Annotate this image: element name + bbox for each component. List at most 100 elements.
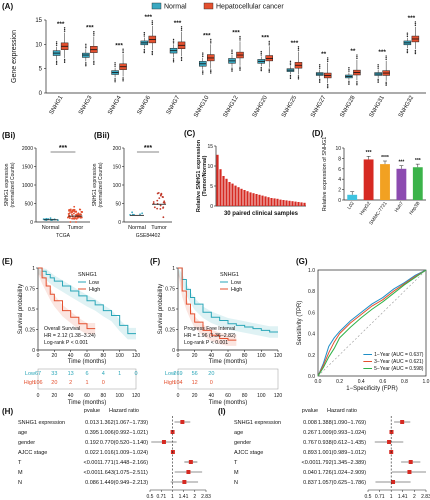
outlier-point <box>377 81 379 83</box>
outlier-point <box>93 63 95 65</box>
x-tick-label: Normal <box>128 225 146 231</box>
outlier-point <box>356 57 358 60</box>
scatter-point <box>80 211 83 213</box>
p-value: 0.013 <box>85 420 99 426</box>
y-tick-label: 10 <box>335 146 341 152</box>
row-label: SNHG1 expression <box>234 420 281 426</box>
x-tick-label: SNHG32 <box>398 94 416 118</box>
panel-label-f: (F) <box>150 257 161 266</box>
legend-label: 3−Year (AUC = 0.621) <box>374 359 424 365</box>
outlier-point <box>326 86 329 89</box>
outlier-point <box>151 53 154 56</box>
x-axis-label: Time (months) <box>68 359 106 365</box>
y-tick-label: 200 <box>113 146 122 152</box>
risk-table-value: 0 <box>134 371 137 377</box>
outlier-point <box>114 63 116 66</box>
scatter-point <box>80 216 83 219</box>
outlier-point <box>63 30 66 32</box>
x-tick-label: 60 <box>225 393 231 399</box>
scatter-point <box>139 213 141 216</box>
y-tick-label: 0.8 <box>308 289 315 295</box>
bar <box>240 188 243 206</box>
outlier-point <box>385 57 387 59</box>
outlier-point <box>63 58 66 61</box>
legend-title: SNHG1 <box>78 272 97 278</box>
legend-label-high: High <box>231 287 242 293</box>
scatter-point <box>72 212 75 215</box>
x-tick-label: 1.0 <box>423 379 430 385</box>
x-tick-label: 20 <box>192 393 198 399</box>
outlier-point <box>114 79 116 82</box>
x-tick-label: SNHG4 <box>107 94 123 115</box>
panel-label-g: (G) <box>296 257 308 266</box>
outlier-point <box>210 69 212 71</box>
legend-swatch-normal <box>151 2 162 10</box>
hazard-ratio-text: 1.016(1.009−1.024) <box>100 450 148 456</box>
panel-label-d: (D) <box>312 129 323 138</box>
significance-label: *** <box>232 30 240 37</box>
outlier-point <box>289 76 292 78</box>
y-tick-label: 0 <box>39 91 43 97</box>
outlier-point <box>348 82 350 84</box>
x-tick-label: 2 <box>193 494 196 500</box>
panel-bii: (Bii) 0 50 100 150 200 SNHG1 expression (normal… <box>92 131 172 239</box>
row-label: M <box>234 470 239 476</box>
risk-table-value: 13 <box>68 371 74 377</box>
bar <box>243 190 246 206</box>
plot-frame <box>317 269 427 377</box>
outlier-point <box>377 80 379 82</box>
outlier-point <box>414 51 417 53</box>
outlier-point <box>268 42 270 44</box>
outlier-point <box>85 45 87 47</box>
y-axis-label: Gene expression <box>11 30 18 83</box>
outlier-point <box>85 63 87 65</box>
hazard-ratio-text: 1.001(0.989−1.012) <box>318 450 366 456</box>
row-label: N <box>18 480 22 486</box>
scatter-point <box>76 216 79 219</box>
outlier-point <box>151 23 154 26</box>
risk-table-row-label: Low <box>25 371 35 377</box>
y-tick-label: 5 <box>210 184 213 190</box>
x-tick-label: 80 <box>242 393 248 399</box>
outlier-point <box>239 37 241 39</box>
bar <box>252 193 255 206</box>
bar <box>237 187 240 206</box>
x-tick-label: SNHG3 <box>78 94 94 115</box>
outlier-point <box>231 67 233 69</box>
x-tick-label: HepG2 <box>359 200 373 216</box>
outlier-point <box>180 58 183 60</box>
x-tick-label: 0.71 <box>375 494 385 500</box>
x-tick-label: 1.41 <box>398 494 408 500</box>
outlier-point <box>114 65 116 67</box>
bar <box>300 202 303 206</box>
significance-label: *** <box>86 25 94 32</box>
bar <box>282 200 285 206</box>
scatter-point <box>68 217 71 220</box>
outlier-point <box>348 83 350 85</box>
y-tick-label: 100 <box>113 183 122 189</box>
outlier-point <box>326 84 329 86</box>
outlier-point <box>239 39 241 41</box>
outlier-point <box>268 68 270 70</box>
y-tick-label: 0.5 <box>168 307 175 313</box>
outlier-point <box>55 44 58 47</box>
scatter-point <box>160 192 163 195</box>
bar <box>363 159 374 200</box>
y-tick-label: 0.0 <box>308 374 315 380</box>
outlier-point <box>318 78 321 81</box>
outlier-point <box>356 81 358 83</box>
risk-table-value: 1 <box>85 380 88 386</box>
bar <box>222 176 225 206</box>
x-tick-label: 100 <box>115 393 124 399</box>
y-tick-label: 2 <box>338 188 341 194</box>
outlier-point <box>172 38 175 41</box>
x-tick-label: L02 <box>346 200 356 210</box>
annotation-label: HR = 1.96 (1.36−2.82) <box>184 333 236 339</box>
p-value: 0.267 <box>303 430 317 436</box>
x-tick-label: 60 <box>84 393 90 399</box>
bar <box>231 183 234 206</box>
scatter-point <box>73 210 76 213</box>
x-tick-label: 0.8 <box>401 379 408 385</box>
y-axis-label: Relative expression of SNHG1 <box>322 137 328 212</box>
outlier-point <box>356 56 358 58</box>
